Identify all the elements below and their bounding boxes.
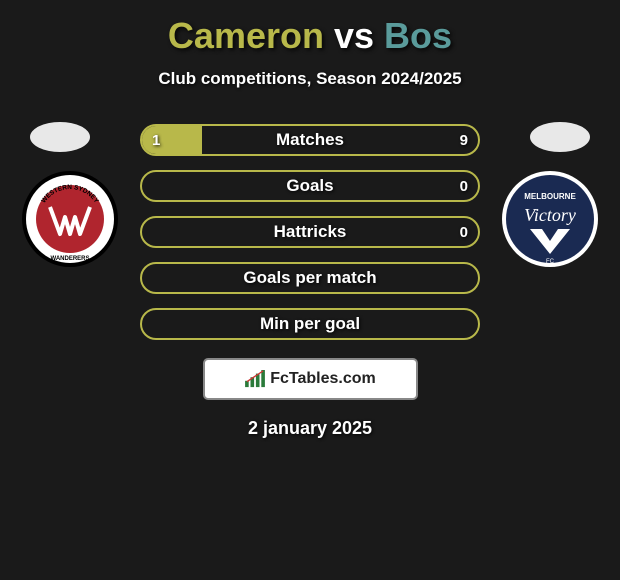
comparison-title: Cameron vs Bos (0, 15, 620, 57)
team-badge-right: MELBOURNE Victory FC (500, 169, 600, 269)
stat-label: Goals per match (142, 268, 478, 288)
svg-text:FC: FC (546, 259, 555, 265)
stat-value-left: 1 (152, 132, 160, 149)
stat-value-right: 0 (460, 224, 468, 241)
player1-name: Cameron (168, 15, 324, 56)
stat-bars: Matches19Goals0Hattricks0Goals per match… (140, 124, 480, 340)
stat-label: Min per goal (142, 314, 478, 334)
date-text: 2 january 2025 (0, 418, 620, 439)
vs-text: vs (334, 15, 374, 56)
stat-bar: Goals0 (140, 170, 480, 202)
stat-bar: Min per goal (140, 308, 480, 340)
stat-label: Matches (142, 130, 478, 150)
subtitle: Club competitions, Season 2024/2025 (0, 69, 620, 89)
watermark: FcTables.com (203, 358, 418, 400)
stat-label: Hattricks (142, 222, 478, 242)
svg-text:WANDERERS: WANDERERS (50, 256, 89, 262)
stat-bar: Hattricks0 (140, 216, 480, 248)
player2-avatar (530, 122, 590, 152)
stats-area: WESTERN SYDNEY WANDERERS MELBOURNE Victo… (0, 124, 620, 340)
victory-badge-icon: MELBOURNE Victory FC (500, 169, 600, 269)
stat-bar: Goals per match (140, 262, 480, 294)
watermark-text: FcTables.com (270, 370, 376, 388)
svg-text:Victory: Victory (524, 205, 576, 225)
player2-name: Bos (384, 15, 452, 56)
svg-text:MELBOURNE: MELBOURNE (524, 192, 576, 201)
chart-bars-icon (244, 370, 266, 388)
wanderers-badge-icon: WESTERN SYDNEY WANDERERS (20, 169, 120, 269)
stat-value-right: 0 (460, 178, 468, 195)
team-badge-left: WESTERN SYDNEY WANDERERS (20, 169, 120, 269)
stat-label: Goals (142, 176, 478, 196)
stat-bar: Matches1 9 (140, 124, 480, 156)
player1-avatar (30, 122, 90, 152)
stat-value-right: 9 (460, 132, 468, 149)
